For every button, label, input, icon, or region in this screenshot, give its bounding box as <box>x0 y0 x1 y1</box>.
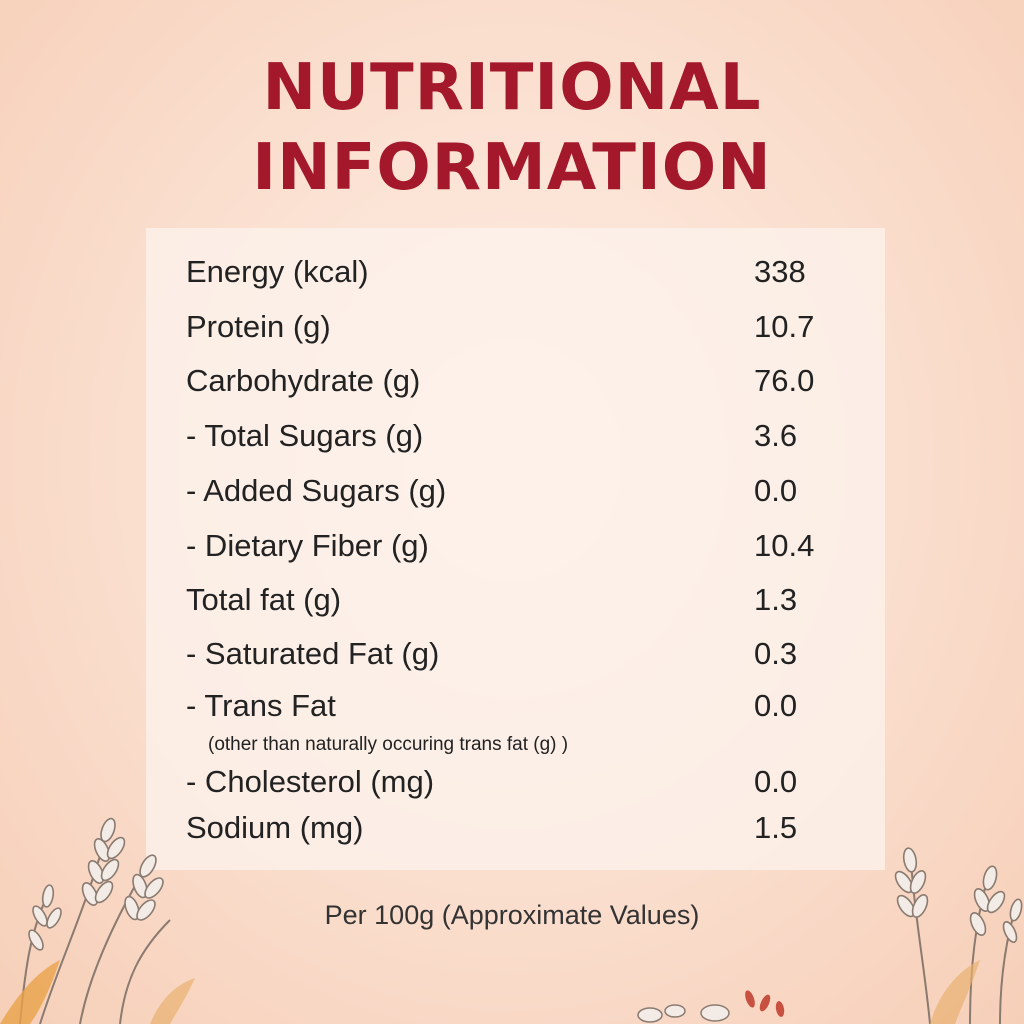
nutrient-value: 338 <box>754 254 806 289</box>
nutrient-label: Protein (g) <box>186 309 331 344</box>
nutrient-value: 0.3 <box>754 636 798 671</box>
nutrient-value: 1.5 <box>754 810 798 845</box>
nutrient-value: 0.0 <box>754 473 798 508</box>
nutrient-label: Carbohydrate (g) <box>186 363 421 398</box>
nutrient-value: 10.7 <box>754 309 815 344</box>
nutrient-label: - Total Sugars (g) <box>186 418 424 453</box>
nutrient-value: 1.3 <box>754 582 798 617</box>
nutrient-value: 0.0 <box>754 764 798 799</box>
nutrient-label: Energy (kcal) <box>186 254 369 289</box>
nutrient-label: - Trans Fat <box>186 688 336 723</box>
nutrient-value: 10.4 <box>754 528 815 563</box>
serving-note: Per 100g (Approximate Values) <box>324 900 700 930</box>
wheat-illustration-right <box>894 847 1023 1024</box>
nutrient-label: - Saturated Fat (g) <box>186 636 440 671</box>
nutrient-value: 76.0 <box>754 363 815 398</box>
page-title: NUTRITIONAL INFORMATION <box>0 48 1024 208</box>
title-line-2: INFORMATION <box>252 131 772 205</box>
nutrient-label: Total fat (g) <box>186 582 342 617</box>
nutrition-table: Energy (kcal) 338 Protein (g) 10.7 Carbo… <box>146 228 885 870</box>
nutrient-value: 3.6 <box>754 418 798 453</box>
nutrient-note: (other than naturally occuring trans fat… <box>208 734 569 755</box>
nutrient-label: Sodium (mg) <box>186 810 364 845</box>
nutrient-value: 0.0 <box>754 688 798 723</box>
wheat-illustration-left <box>0 817 195 1024</box>
nutrient-label: - Dietary Fiber (g) <box>186 528 429 563</box>
nutrient-label: - Cholesterol (mg) <box>186 764 435 799</box>
nutrient-label: - Added Sugars (g) <box>186 473 447 508</box>
grain-pile-illustration <box>637 990 785 1023</box>
title-line-1: NUTRITIONAL <box>262 51 762 125</box>
